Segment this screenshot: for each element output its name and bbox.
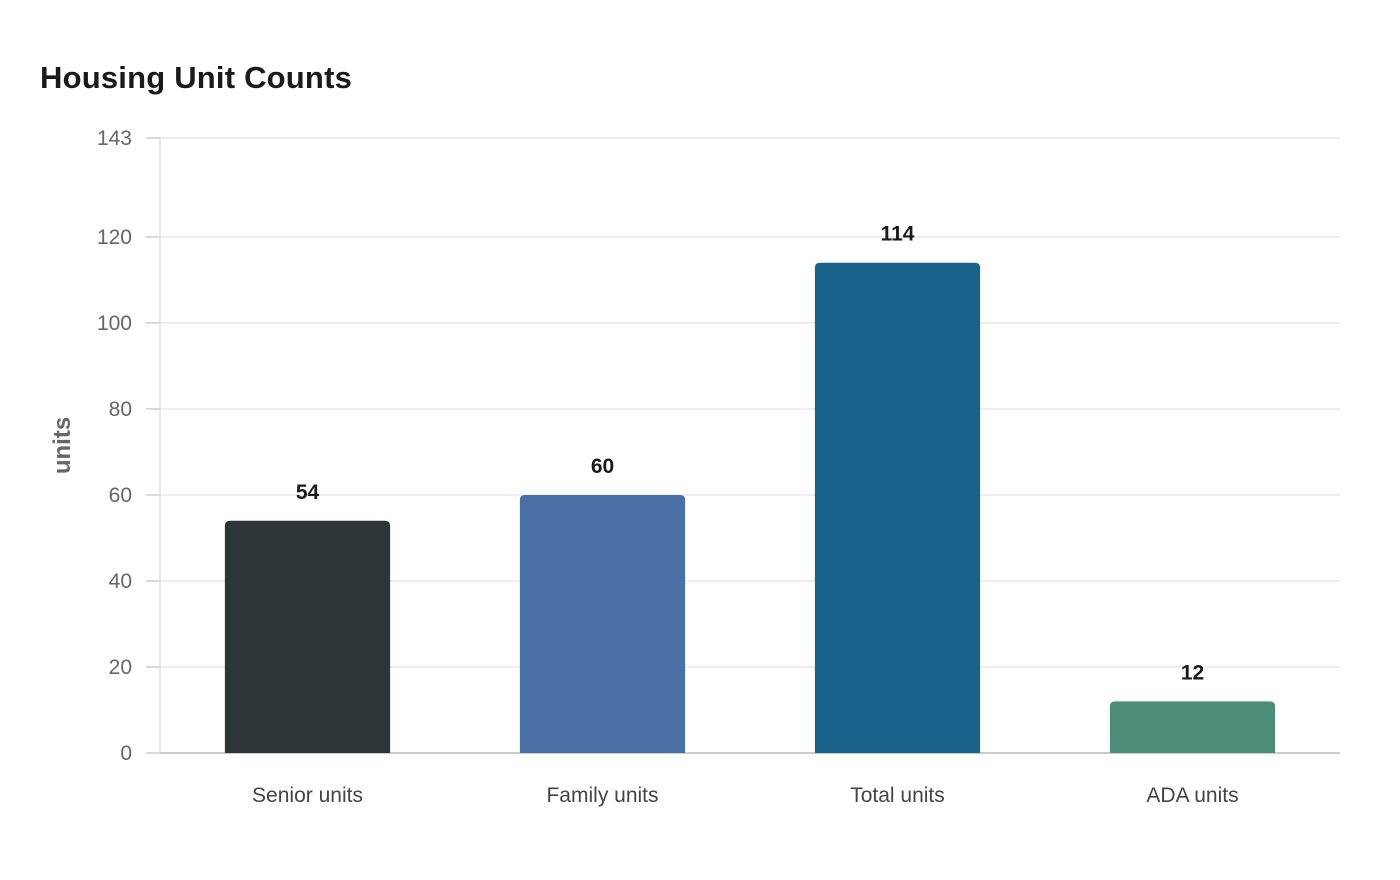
bar-2 [814,262,981,753]
y-tick-label-7: 143 [97,127,132,150]
value-label-1: 60 [591,455,614,478]
y-tick-label-5: 100 [97,312,132,335]
bar-1 [519,494,686,753]
category-label-2: Total units [850,784,945,807]
y-tick-label-3: 60 [109,484,132,507]
y-tick-label-4: 80 [109,398,132,421]
category-label-0: Senior units [252,784,363,807]
y-tick-label-6: 120 [97,226,132,249]
value-labels: 54 60 114 12 [296,223,1204,685]
value-label-3: 12 [1181,661,1204,684]
y-axis-ticks: 0 20 40 60 80 100 120 143 [97,127,160,765]
category-label-3: ADA units [1146,784,1238,807]
bar-3 [1109,701,1276,753]
y-axis-title: units [49,417,76,474]
category-labels: Senior units Family units Total units ADA u… [252,784,1239,807]
value-label-0: 54 [296,481,320,504]
bars [224,262,1276,753]
y-tick-label-1: 20 [109,656,132,679]
category-label-1: Family units [546,784,658,807]
value-label-2: 114 [881,223,915,246]
y-tick-label-0: 0 [120,742,132,765]
bar-0 [224,520,391,753]
chart-title: Housing Unit Counts [40,60,353,95]
y-tick-label-2: 40 [109,570,132,593]
